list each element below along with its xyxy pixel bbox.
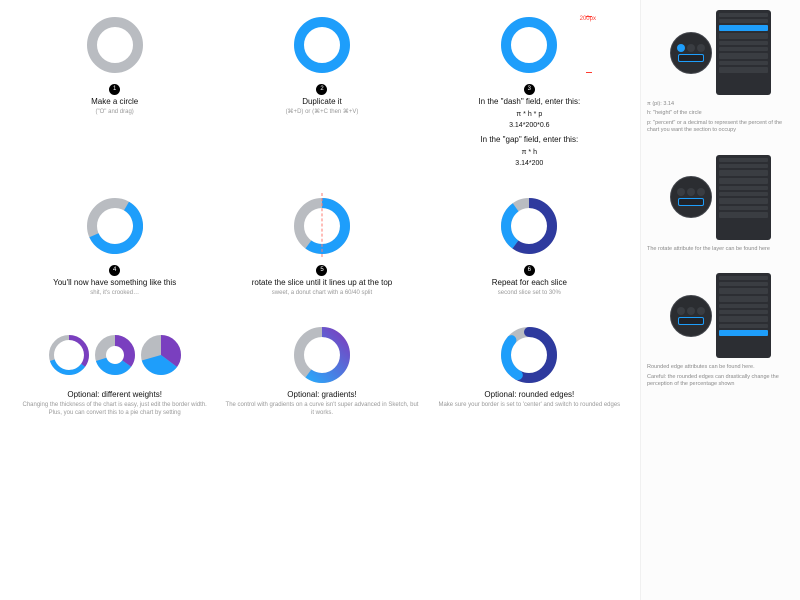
step-title: Optional: different weights! <box>67 390 162 400</box>
side-note-text: π (pi): 3.14h: "height" of the circlep: … <box>647 101 794 135</box>
step-cell: Optional: gradients! The control with gra… <box>225 320 418 418</box>
step-subtitle: shit, it's crooked… <box>90 290 139 298</box>
donut-chart <box>294 17 350 73</box>
side-note-block: π (pi): 3.14h: "height" of the circlep: … <box>647 10 794 135</box>
inspector-zoom-icon <box>670 295 712 337</box>
step-cell: 4 You'll now have something like this shit… <box>18 191 211 298</box>
formula-text: π * h <box>522 149 537 156</box>
side-note-text: Rounded edge attributes can be found her… <box>647 364 794 388</box>
step-title: Optional: rounded edges! <box>484 390 574 400</box>
step-number-badge: 4 <box>109 265 120 276</box>
side-note-block: Rounded edge attributes can be found her… <box>647 273 794 388</box>
step-cell: 6 Repeat for each slice second slice set t… <box>433 191 626 298</box>
step-subtitle: second slice set to 30% <box>498 290 561 298</box>
step-subtitle: sweet, a donut chart with a 60/40 split <box>272 290 372 298</box>
step-title: Make a circle <box>91 97 138 107</box>
step-title: Duplicate it <box>302 97 342 107</box>
donut-chart <box>294 327 350 383</box>
step-subtitle: Plus, you can convert this to a pie char… <box>49 410 181 418</box>
step-cell: Optional: different weights! Changing the… <box>18 320 211 418</box>
step-subtitle: ("O" and drag) <box>96 109 134 117</box>
step-cell: Optional: rounded edges! Make sure your b… <box>433 320 626 418</box>
step-number-badge: 3 <box>524 84 535 95</box>
step-title: rotate the slice until it lines up at th… <box>252 278 393 288</box>
step-title: You'll now have something like this <box>53 278 176 288</box>
step-subtitle: (⌘+D) or (⌘+C then ⌘+V) <box>286 109 359 117</box>
step-title: Repeat for each slice <box>492 278 567 288</box>
inspector-panel-icon <box>716 273 771 358</box>
inspector-zoom-icon <box>670 32 712 74</box>
side-notes: π (pi): 3.14h: "height" of the circlep: … <box>640 0 800 600</box>
formula-text: 3.14*200 <box>515 160 543 167</box>
donut-chart <box>501 198 557 254</box>
step-number-badge: 1 <box>109 84 120 95</box>
step-number-badge: 2 <box>316 84 327 95</box>
inspector-panel-icon <box>716 155 771 240</box>
step-title: Optional: gradients! <box>287 390 356 400</box>
inspector-panel-icon <box>716 10 771 95</box>
step-cell: 2 Duplicate it (⌘+D) or (⌘+C then ⌘+V) <box>225 10 418 169</box>
step-cell: 1 Make a circle ("O" and drag) <box>18 10 211 169</box>
step-number-badge: 6 <box>524 265 535 276</box>
inspector-zoom-icon <box>670 176 712 218</box>
rotation-guide <box>321 193 322 257</box>
step-title: In the "dash" field, enter this: <box>478 97 580 107</box>
tutorial-grid: 1 Make a circle ("O" and drag) 2 Duplicate i… <box>18 10 626 417</box>
step-cell: 5 rotate the slice until it lines up at t… <box>225 191 418 298</box>
step-subtitle: Make sure your border is set to 'center'… <box>438 402 620 410</box>
step-subtitle: The control with gradients on a curve is… <box>225 402 418 418</box>
side-note-block: The rotate attribute for the layer can b… <box>647 155 794 253</box>
step-cell: 200px3In the "dash" field, enter this:π … <box>433 10 626 169</box>
formula-text: 3.14*200*0.6 <box>509 122 549 129</box>
step-title: In the "gap" field, enter this: <box>480 135 578 145</box>
donut-chart <box>501 327 557 383</box>
donut-chart <box>87 198 143 254</box>
step-number-badge: 5 <box>316 265 327 276</box>
formula-text: π * h * p <box>516 111 542 118</box>
donut-chart <box>87 17 143 73</box>
side-note-text: The rotate attribute for the layer can b… <box>647 246 794 253</box>
donut-chart <box>501 17 557 73</box>
step-subtitle: Changing the thickness of the chart is e… <box>23 402 207 410</box>
